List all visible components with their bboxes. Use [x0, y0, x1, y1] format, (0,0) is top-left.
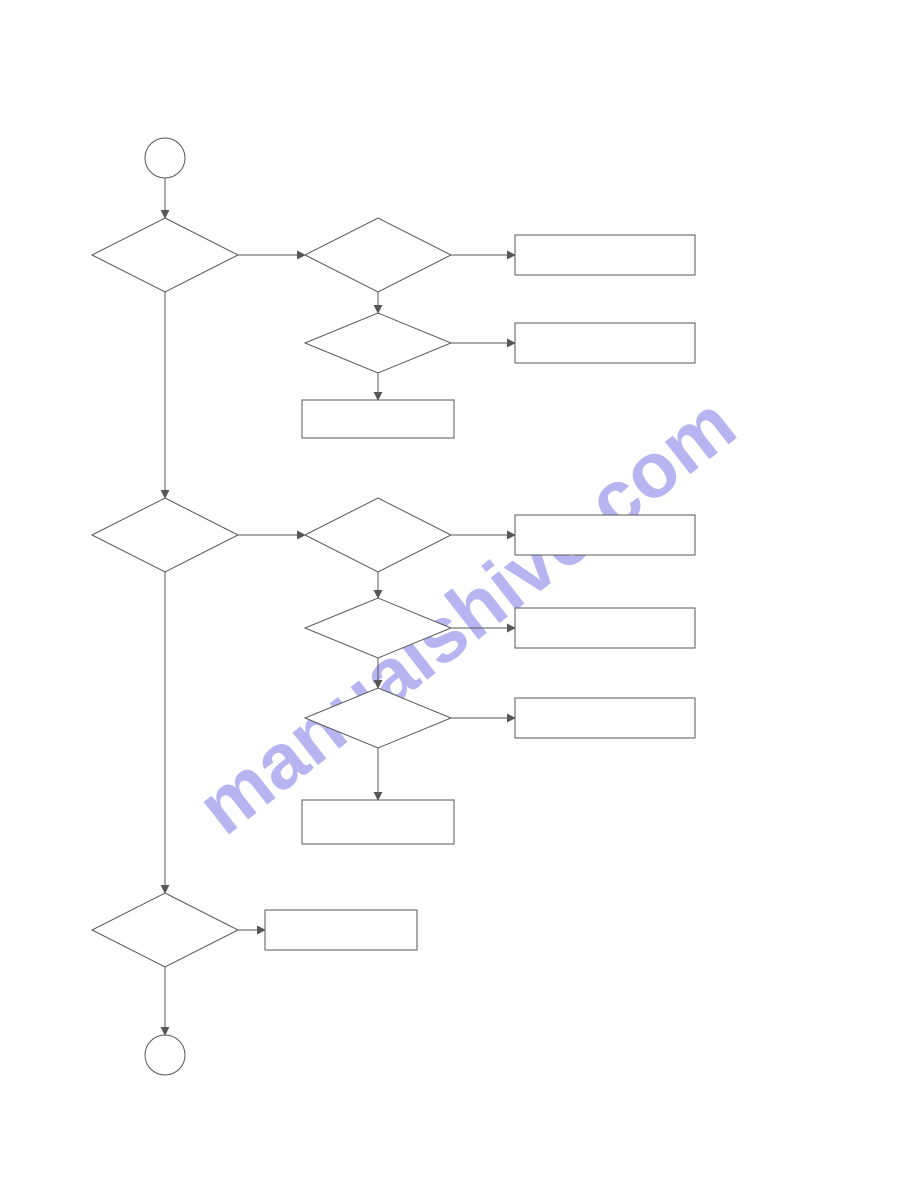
node-r3: [302, 400, 454, 438]
node-r1: [515, 235, 695, 275]
flowchart-canvas: manualshive.com: [0, 0, 915, 1191]
node-d8: [92, 893, 238, 967]
node-start: [145, 138, 185, 178]
node-d3: [305, 313, 451, 373]
node-d4: [92, 498, 238, 572]
flowchart-nodes: [92, 138, 695, 1075]
node-r6: [515, 698, 695, 738]
node-d2: [305, 218, 451, 292]
node-r5: [515, 608, 695, 648]
node-d1: [92, 218, 238, 292]
node-d5: [305, 498, 451, 572]
node-r8: [265, 910, 417, 950]
node-r7: [302, 800, 454, 844]
node-r4: [515, 515, 695, 555]
node-end: [145, 1035, 185, 1075]
node-r2: [515, 323, 695, 363]
